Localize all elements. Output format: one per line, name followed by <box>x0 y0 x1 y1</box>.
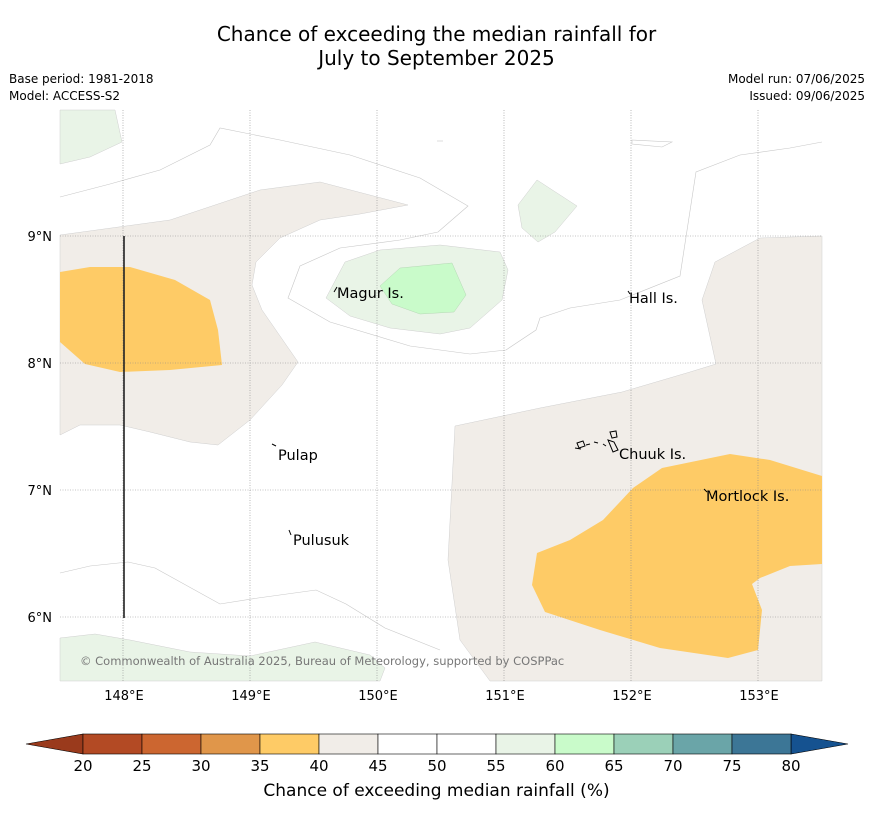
colorbar-tick-labels: 20 25 30 35 40 45 50 55 60 65 70 75 80 <box>73 757 800 775</box>
issued-label: Issued: 09/06/2025 <box>749 89 865 103</box>
colorbar-high-arrow <box>790 733 849 755</box>
region-55-60-north-islet <box>517 179 578 243</box>
mortlock-island-shape <box>703 488 708 493</box>
colorbar-low-arrow <box>25 733 84 755</box>
lon-tick-151: 151°E <box>485 689 525 704</box>
colorbar-swatch <box>318 733 379 755</box>
longitude-tick-labels: 148°E 149°E 150°E 151°E 152°E 153°E <box>104 689 779 704</box>
place-label-pulap: Pulap <box>278 448 318 464</box>
place-label-pulusuk: Pulusuk <box>293 533 350 549</box>
model-run-label: Model run: 07/06/2025 <box>727 72 865 86</box>
model-label: Model: ACCESS-S2 <box>9 89 121 103</box>
region-40-45-west <box>59 181 409 446</box>
colorbar-tick-label: 45 <box>368 757 387 775</box>
place-label-mortlock: Mortlock Is. <box>706 489 789 505</box>
metadata-left: Base period: 1981-2018 Model: ACCESS-S2 <box>9 71 154 105</box>
colorbar-tick-label: 30 <box>191 757 210 775</box>
hall-island-shape <box>627 290 631 295</box>
lat-tick-9: 9°N <box>28 230 53 245</box>
colorbar-tick-label: 65 <box>604 757 623 775</box>
colorbar-swatch <box>377 733 438 755</box>
copyright-notice: © Commonwealth of Australia 2025, Bureau… <box>80 654 564 668</box>
region-60-65-central <box>379 262 467 315</box>
region-55-60-south <box>59 633 386 682</box>
islands <box>271 286 708 536</box>
contour-line-north <box>59 127 823 355</box>
lat-tick-8: 8°N <box>28 357 53 372</box>
colorbar-swatch <box>200 733 261 755</box>
colorbar-tick-label: 60 <box>545 757 564 775</box>
colorbar-tick-label: 35 <box>250 757 269 775</box>
lon-tick-150: 150°E <box>358 689 398 704</box>
place-label-chuuk: Chuuk Is. <box>619 447 686 463</box>
colorbar-swatch <box>672 733 733 755</box>
colorbar-swatch <box>554 733 615 755</box>
place-labels: Magur Is. Hall Is. Pulap Chuuk Is. Mortl… <box>278 286 789 549</box>
base-period-label: Base period: 1981-2018 <box>9 72 154 86</box>
colorbar <box>25 733 849 755</box>
region-35-40-west <box>60 267 222 372</box>
colorbar-tick-label: 25 <box>132 757 151 775</box>
place-label-magur: Magur Is. <box>337 286 404 302</box>
colorbar-tick-label: 80 <box>781 757 800 775</box>
lon-tick-153: 153°E <box>739 689 779 704</box>
colorbar-tick-label: 20 <box>73 757 92 775</box>
magur-island-shape <box>333 286 338 293</box>
gridlines <box>60 110 822 681</box>
lon-tick-148: 148°E <box>104 689 144 704</box>
colorbar-swatch <box>259 733 320 755</box>
map-plot-area <box>59 109 823 682</box>
colorbar-swatch <box>82 733 143 755</box>
pulusuk-island-shape <box>288 529 292 536</box>
title-line-2: July to September 2025 <box>318 46 555 70</box>
lon-tick-149: 149°E <box>231 689 271 704</box>
legend-title: Chance of exceeding median rainfall (%) <box>263 781 610 801</box>
region-35-40-east <box>532 454 822 658</box>
contour-line-northeast <box>631 139 674 148</box>
contour-line-south <box>59 561 441 651</box>
region-55-60-northwest <box>59 109 123 165</box>
colorbar-swatch <box>731 733 792 755</box>
place-label-hall: Hall Is. <box>629 291 678 307</box>
colorbar-swatch <box>613 733 674 755</box>
chuuk-lagoon-shape <box>574 430 619 453</box>
colorbar-tick-label: 70 <box>663 757 682 775</box>
colorbar-tick-label: 50 <box>427 757 446 775</box>
colorbar-swatch <box>495 733 556 755</box>
lon-tick-152: 152°E <box>612 689 652 704</box>
lat-tick-6: 6°N <box>28 611 53 626</box>
latitude-tick-labels: 9°N 8°N 7°N 6°N <box>28 230 53 626</box>
colorbar-tick-label: 75 <box>722 757 741 775</box>
colorbar-tick-label: 55 <box>486 757 505 775</box>
pulap-island-shape <box>271 443 277 447</box>
colorbar-tick-label: 40 <box>309 757 328 775</box>
metadata-right: Model run: 07/06/2025 Issued: 09/06/2025 <box>728 71 865 105</box>
map-title: Chance of exceeding the median rainfall … <box>0 22 873 70</box>
title-line-1: Chance of exceeding the median rainfall … <box>216 22 657 46</box>
colorbar-swatch <box>141 733 202 755</box>
lat-tick-7: 7°N <box>28 484 53 499</box>
colorbar-swatch <box>436 733 497 755</box>
